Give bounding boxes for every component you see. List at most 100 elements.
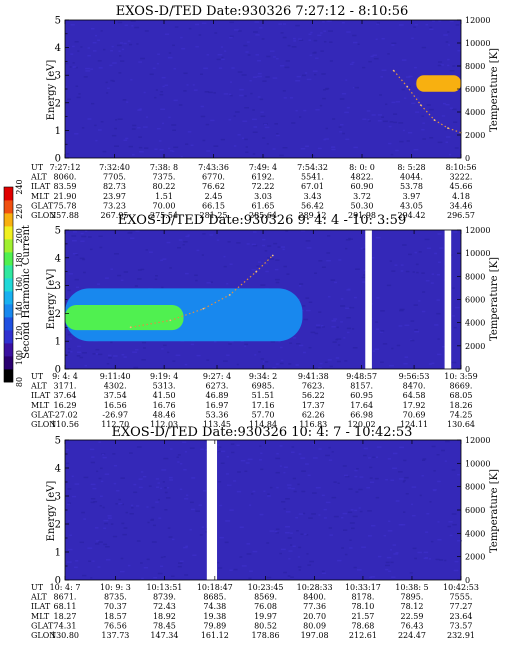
heatmap-cell: [160, 565, 164, 568]
colorbar-tick-label: 140: [15, 301, 24, 316]
heatmap-cell: [90, 27, 95, 30]
heatmap-cell: [69, 66, 72, 68]
heatmap-cell: [184, 272, 189, 275]
heatmap-cell: [457, 473, 460, 476]
heatmap-cell: [421, 474, 424, 477]
heatmap-cell: [425, 531, 429, 533]
heatmap-cell: [116, 489, 120, 492]
table-cell: 46.89: [206, 391, 229, 400]
heatmap-cell: [442, 102, 446, 105]
heatmap-cell: [141, 577, 144, 580]
heatmap-cell: [90, 68, 94, 70]
table-cell: 7895.: [401, 593, 424, 602]
heatmap-cell: [422, 458, 427, 460]
heatmap-cell: [359, 510, 363, 513]
heatmap-cell: [75, 254, 79, 256]
heatmap-cell: [433, 489, 436, 492]
heatmap-cell: [219, 446, 222, 448]
heatmap-cell: [298, 569, 301, 571]
heatmap-cell: [81, 127, 85, 129]
heatmap-cell: [323, 138, 326, 141]
heatmap-cell: [306, 553, 309, 555]
y-tick-label: 0: [55, 154, 61, 165]
heatmap-cell: [381, 69, 387, 72]
heatmap-cell: [400, 270, 404, 272]
heatmap-cell: [381, 116, 384, 118]
heatmap-cell: [300, 457, 306, 459]
heatmap-cell: [266, 143, 269, 145]
heatmap-cell: [362, 248, 366, 250]
heatmap-cell: [155, 478, 160, 480]
heatmap-cell: [200, 105, 204, 108]
heatmap-cell: [440, 64, 444, 66]
heatmap-cell: [394, 264, 398, 266]
heatmap-cell: [95, 540, 100, 542]
heatmap-cell: [206, 150, 211, 152]
colorbar-swatch: [4, 213, 13, 227]
heatmap-cell: [269, 258, 275, 260]
heatmap-cell: [107, 87, 110, 90]
heatmap-cell: [305, 145, 309, 148]
table-cell: 10: 9: 3: [100, 583, 131, 592]
heatmap-cell: [117, 118, 123, 120]
heatmap-cell: [362, 281, 367, 283]
heatmap-cell: [391, 101, 396, 104]
heatmap-cell: [302, 512, 306, 515]
heatmap-cell: [411, 37, 414, 40]
heatmap-cell: [168, 116, 171, 119]
heatmap-cell: [157, 482, 160, 484]
heatmap-cell: [354, 475, 358, 478]
heatmap-cell: [284, 66, 290, 69]
heatmap-cell: [123, 527, 128, 529]
heatmap-cell: [84, 230, 88, 232]
table-cell: 9: 4: 4: [52, 372, 78, 381]
colorbar-frame: [3, 186, 14, 383]
heatmap-cell: [275, 528, 280, 530]
heatmap-cell: [451, 513, 457, 515]
heatmap-cell: [393, 553, 399, 555]
heatmap-cell: [408, 75, 413, 78]
heatmap-cell: [305, 309, 311, 312]
y-right-tick-label: 2000: [465, 342, 485, 351]
heatmap-cell: [142, 475, 147, 478]
heatmap-cell: [167, 351, 170, 354]
heatmap-cell: [346, 106, 350, 109]
heatmap-cell: [267, 245, 272, 247]
heatmap-cell: [452, 287, 455, 289]
heatmap-cell: [168, 476, 173, 479]
heatmap-cell: [286, 273, 290, 275]
heatmap-cell: [367, 510, 372, 512]
heatmap-cell: [202, 139, 206, 142]
heatmap-cell: [385, 561, 390, 564]
heatmap-cell: [196, 354, 201, 357]
heatmap-cell: [331, 496, 337, 499]
y-tick-label: 3: [55, 71, 61, 82]
heatmap-cell: [279, 346, 283, 349]
heatmap-cell: [195, 279, 198, 282]
heatmap-cell: [273, 242, 278, 245]
heatmap-cell: [90, 501, 95, 504]
heatmap-cell: [439, 559, 444, 561]
heatmap-cell: [133, 366, 139, 369]
table-cell: 23.97: [103, 192, 126, 201]
heatmap-cell: [360, 247, 365, 250]
heatmap-cell: [331, 320, 337, 322]
heatmap-cell: [349, 547, 353, 549]
data-gap: [365, 230, 372, 369]
y-axis-right-label: Temperature [K]: [489, 48, 500, 132]
heatmap-cell: [391, 270, 396, 272]
table-cell: 9:56:53: [399, 372, 430, 381]
heatmap-cell: [165, 486, 170, 489]
heatmap-cell: [414, 330, 420, 333]
heatmap-cell: [345, 138, 350, 141]
heatmap-cell: [403, 97, 407, 99]
heatmap-cell: [287, 575, 291, 577]
table-cell: 17.64: [350, 401, 373, 410]
heatmap-cell: [79, 257, 85, 260]
heatmap-cell: [195, 510, 200, 512]
heatmap-cell: [122, 99, 127, 101]
table-row-label: MLT: [31, 612, 50, 621]
heatmap-cell: [299, 39, 304, 41]
y-tick-label: 1: [55, 337, 61, 348]
heatmap-cell: [180, 155, 183, 158]
